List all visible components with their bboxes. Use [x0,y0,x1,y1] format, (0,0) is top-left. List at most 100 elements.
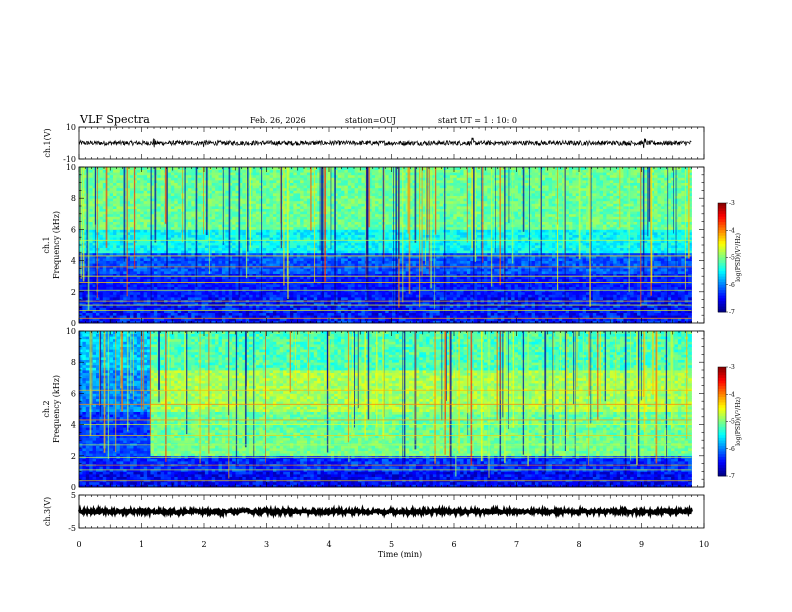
spectrogram-cell [269,281,274,285]
spectrogram-cell [293,273,298,277]
spectrogram-cell [157,211,162,215]
spectrogram-cell [181,294,185,298]
spectrogram-cell [113,278,117,282]
spectrogram-cell [334,180,339,183]
spectrogram-cell [116,193,121,196]
spectrogram-cell [150,237,155,241]
spectrogram-cell [262,289,267,293]
spectrogram-cell [198,302,202,306]
spectrogram-cell [221,268,226,272]
spectrogram-cell [221,276,226,280]
spectrogram-cell [289,239,294,243]
spectrogram-cell [341,213,345,217]
spectrogram-cell [249,247,253,251]
spectrogram-cell [337,203,342,207]
spectrogram-cell [99,232,104,235]
spectrogram-cell [327,224,332,228]
spectrogram-cell [235,312,240,316]
spectrogram-cell [99,234,104,238]
spectrogram-cell [116,177,121,181]
spectrogram-cell [181,172,185,176]
spectrogram-cell [187,187,192,191]
spectrogram-cell [113,271,117,274]
spectrogram-cell [181,268,185,272]
spectrogram-cell [130,234,134,238]
spectrogram-cell [334,304,339,308]
spectrogram-cell [296,289,301,293]
spectrogram-cell [96,302,100,306]
spectrogram-cell [102,237,107,241]
spectrogram-cell [113,289,117,293]
spectrogram-cell [160,297,165,300]
spectrogram-cell [296,297,301,300]
spectrogram-cell [102,224,107,228]
spectrogram-cell [334,232,339,235]
spectrogram-cell [324,281,328,285]
spectrogram-cell [147,289,151,293]
spectrogram-cell [228,219,233,222]
spectrogram-cell [116,224,121,228]
spectrogram-cell [228,317,233,321]
spectrogram-cell [143,239,148,243]
spectrogram-cell [320,297,325,300]
spectrogram-cell [269,211,274,215]
spectrogram-cell [215,185,219,189]
spectrogram-cell [208,234,213,238]
spectrogram-cell [113,206,117,209]
spectrogram-cell [289,317,294,321]
spectrogram-cell [330,169,335,173]
spectrogram-cell [276,245,281,248]
spectrogram-cell [286,307,291,311]
spectrogram-cell [119,239,124,243]
spectrogram-cell [266,182,270,186]
spectrogram-cell [269,216,274,220]
spectrogram-cell [126,245,131,248]
spectrogram-cell [170,268,175,272]
spectrogram-cell [136,213,141,217]
spectrogram-cell [266,198,270,202]
spectrogram-cell [337,198,342,202]
spectrogram-cell [337,167,342,170]
spectrogram-cell [191,198,196,202]
spectrogram-cell [198,265,202,269]
spectrogram-cell [310,232,315,235]
spectrogram-cell [150,260,155,264]
spectrogram-cell [157,234,162,238]
spectrogram-cell [106,317,111,321]
spectrogram-cell [310,263,315,267]
spectrogram-cell [89,193,94,196]
spectrogram-cell [252,190,257,194]
spectrogram-cell [296,232,301,235]
spectrogram-cell [106,211,111,215]
spectrogram-cell [187,200,192,204]
spectrogram-cell [235,247,240,251]
spectrogram-cell [266,237,270,241]
spectrogram-cell [82,302,87,306]
spectrogram-cell [306,263,311,267]
spectrogram-cell [116,271,121,274]
spectrogram-cell [160,265,165,269]
spectrogram-cell [170,229,175,233]
spectrogram-cell [303,260,308,264]
spectrogram-cell [317,245,321,248]
spectrogram-cell [337,195,342,199]
spectrogram-cell [334,297,339,300]
y-tick-label: -10 [63,155,76,164]
spectrogram-cell [313,247,318,251]
spectrogram-cell [140,304,145,308]
spectrogram-cell [99,242,104,246]
spectrogram-cell [235,278,240,282]
spectrogram-cell [140,310,145,313]
spectrogram-cell [238,291,243,295]
spectrogram-cell [276,297,281,300]
spectrogram-cell [334,167,339,170]
spectrogram-cell [306,310,311,313]
spectrogram-cell [296,294,301,298]
spectrogram-cell [255,250,260,254]
spectrogram-cell [126,250,131,254]
spectrogram-cell [160,172,165,176]
spectrogram-cell [242,255,247,259]
spectrogram-cell [337,258,342,261]
spectrogram-cell [218,219,223,222]
spectrogram-cell [344,304,349,308]
